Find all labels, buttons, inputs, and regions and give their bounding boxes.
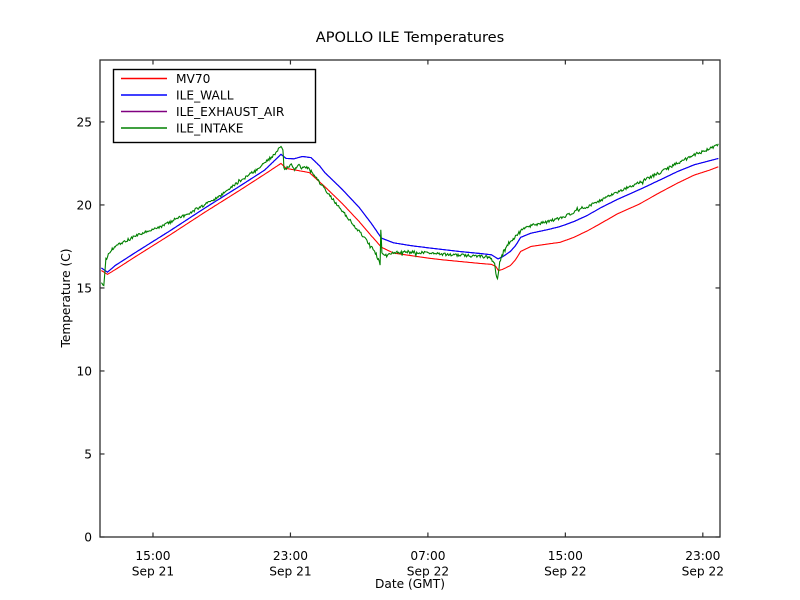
x-tick-label-date: Sep 21 bbox=[132, 565, 174, 579]
legend-box bbox=[112, 68, 317, 144]
x-tick-label-date: Sep 22 bbox=[682, 565, 724, 579]
x-tick-label-date: Sep 22 bbox=[544, 565, 586, 579]
plot-area: 15:00 Sep 21 23:00 Sep 21 07:00 Sep 22 15:00 Se… bbox=[76, 59, 724, 579]
x-tick-label-date: Sep 21 bbox=[269, 565, 311, 579]
x-tick-label-time: 07:00 bbox=[410, 549, 445, 563]
x-tick-label-date: Sep 22 bbox=[407, 565, 449, 579]
x-tick-label-time: 23:00 bbox=[273, 549, 308, 563]
y-tick-label: 20 bbox=[76, 198, 92, 212]
legend-entry: ILE_WALL bbox=[121, 89, 234, 103]
legend-label: MV70 bbox=[176, 72, 210, 86]
chart-title: APOLLO ILE Temperatures bbox=[316, 29, 504, 46]
axes-frame bbox=[99, 59, 721, 538]
x-tick-label-time: 15:00 bbox=[548, 549, 583, 563]
legend-label: ILE_EXHAUST_AIR bbox=[176, 105, 285, 119]
y-tick-label: 25 bbox=[76, 115, 92, 129]
series-line-ile_intake bbox=[100, 143, 719, 287]
y-axis-label: Temperature (C) bbox=[59, 248, 73, 348]
legend-entry: ILE_INTAKE bbox=[121, 122, 243, 136]
legend-entry: MV70 bbox=[121, 72, 210, 86]
legend: MV70 ILE_WALL ILE_EXHAUST_AIR ILE_INTAKE bbox=[112, 68, 317, 144]
series-line-ile_wall bbox=[101, 153, 719, 273]
legend-entry: ILE_EXHAUST_AIR bbox=[121, 105, 285, 119]
legend-label: ILE_WALL bbox=[176, 89, 234, 103]
x-axis-label: Date (GMT) bbox=[375, 577, 445, 591]
y-tick-label: 5 bbox=[84, 447, 92, 461]
series-line-mv70 bbox=[101, 162, 719, 275]
x-tick-label-time: 15:00 bbox=[135, 549, 170, 563]
legend-label: ILE_INTAKE bbox=[176, 122, 243, 136]
y-tick-label: 15 bbox=[76, 281, 92, 295]
x-tick-label-time: 23:00 bbox=[685, 549, 720, 563]
y-tick-label: 10 bbox=[76, 364, 92, 378]
y-tick-label: 0 bbox=[84, 531, 92, 545]
